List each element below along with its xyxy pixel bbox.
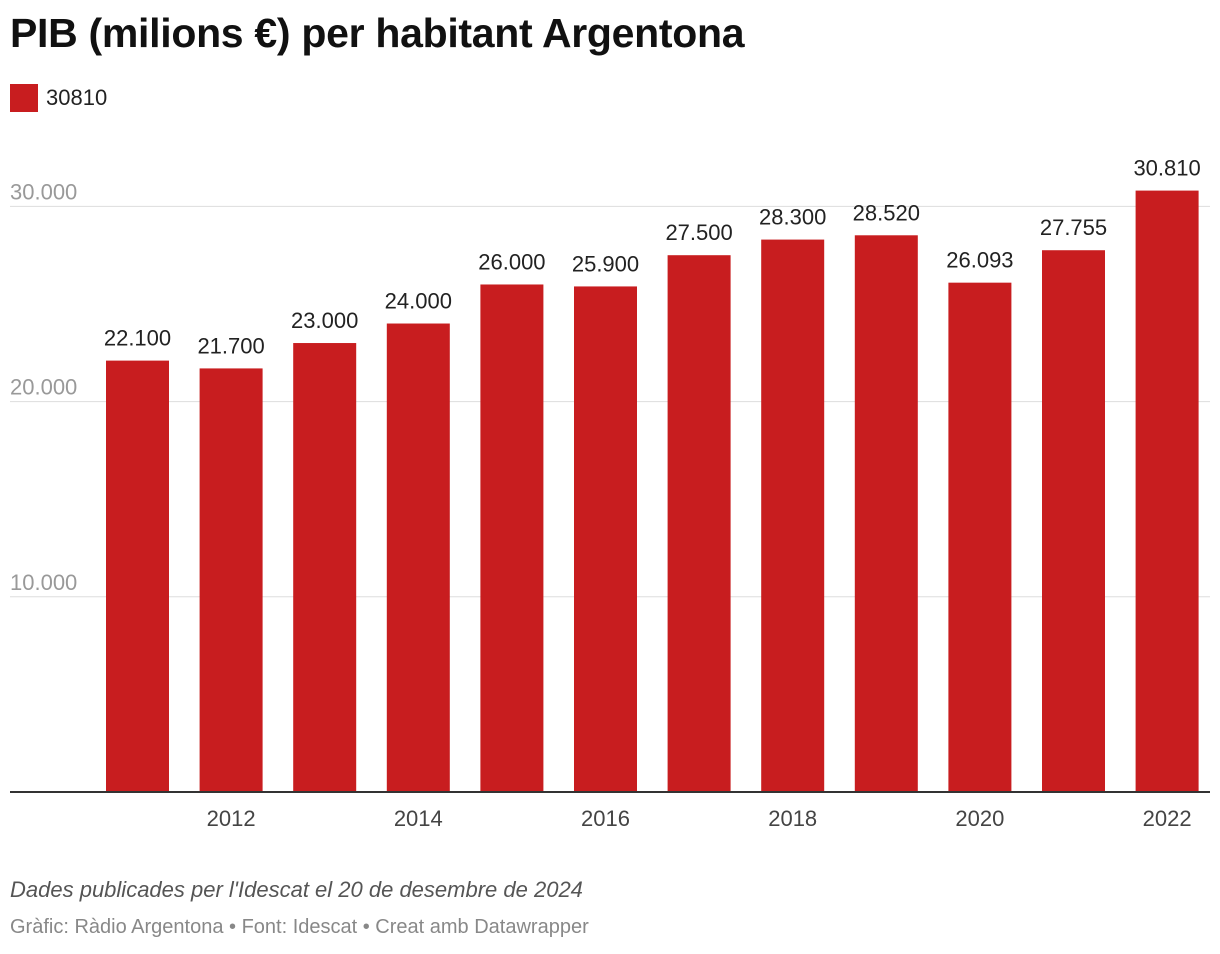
bar — [1135, 190, 1199, 792]
bar — [199, 368, 263, 792]
bar — [667, 255, 731, 792]
bar — [854, 235, 918, 792]
chart-legend: 30810 — [10, 84, 107, 112]
bar — [574, 286, 637, 792]
bar-value-label: 28.300 — [759, 205, 826, 230]
x-tick-label: 2018 — [768, 806, 817, 831]
chart-title: PIB (milions €) per habitant Argentona — [10, 10, 745, 56]
chart-credit: Gràfic: Ràdio Argentona • Font: Idescat … — [10, 916, 589, 938]
x-tick-label: 2012 — [207, 806, 256, 831]
bar-value-label: 24.000 — [385, 289, 452, 314]
x-tick-label: 2016 — [581, 806, 630, 831]
bar-value-label: 27.755 — [1040, 215, 1107, 240]
bar — [106, 360, 169, 792]
chart-note: Dades publicades per l'Idescat el 20 de … — [10, 877, 583, 902]
bar-value-label: 26.093 — [946, 248, 1013, 273]
bar-value-label: 30.810 — [1133, 156, 1200, 181]
bar-value-label: 21.700 — [197, 333, 264, 358]
bar-value-label: 22.100 — [104, 326, 171, 351]
bar-value-label: 26.000 — [478, 249, 545, 274]
bar — [293, 343, 357, 792]
bar-value-label: 25.900 — [572, 251, 639, 276]
bar — [480, 284, 544, 792]
x-tick-label: 2014 — [394, 806, 443, 831]
y-tick-label: 10.000 — [10, 570, 77, 595]
bar-value-label: 28.520 — [853, 200, 920, 225]
bar-value-label: 27.500 — [665, 220, 732, 245]
bar — [386, 323, 450, 792]
legend-label: 30810 — [46, 85, 108, 110]
bar — [948, 282, 1012, 792]
legend-swatch — [10, 84, 38, 112]
bar — [761, 239, 825, 793]
bar — [1042, 250, 1105, 792]
x-tick-label: 2022 — [1143, 806, 1192, 831]
bar-value-label: 23.000 — [291, 308, 358, 333]
y-tick-label: 20.000 — [10, 375, 77, 400]
x-tick-label: 2020 — [955, 806, 1004, 831]
y-tick-label: 30.000 — [10, 179, 77, 204]
